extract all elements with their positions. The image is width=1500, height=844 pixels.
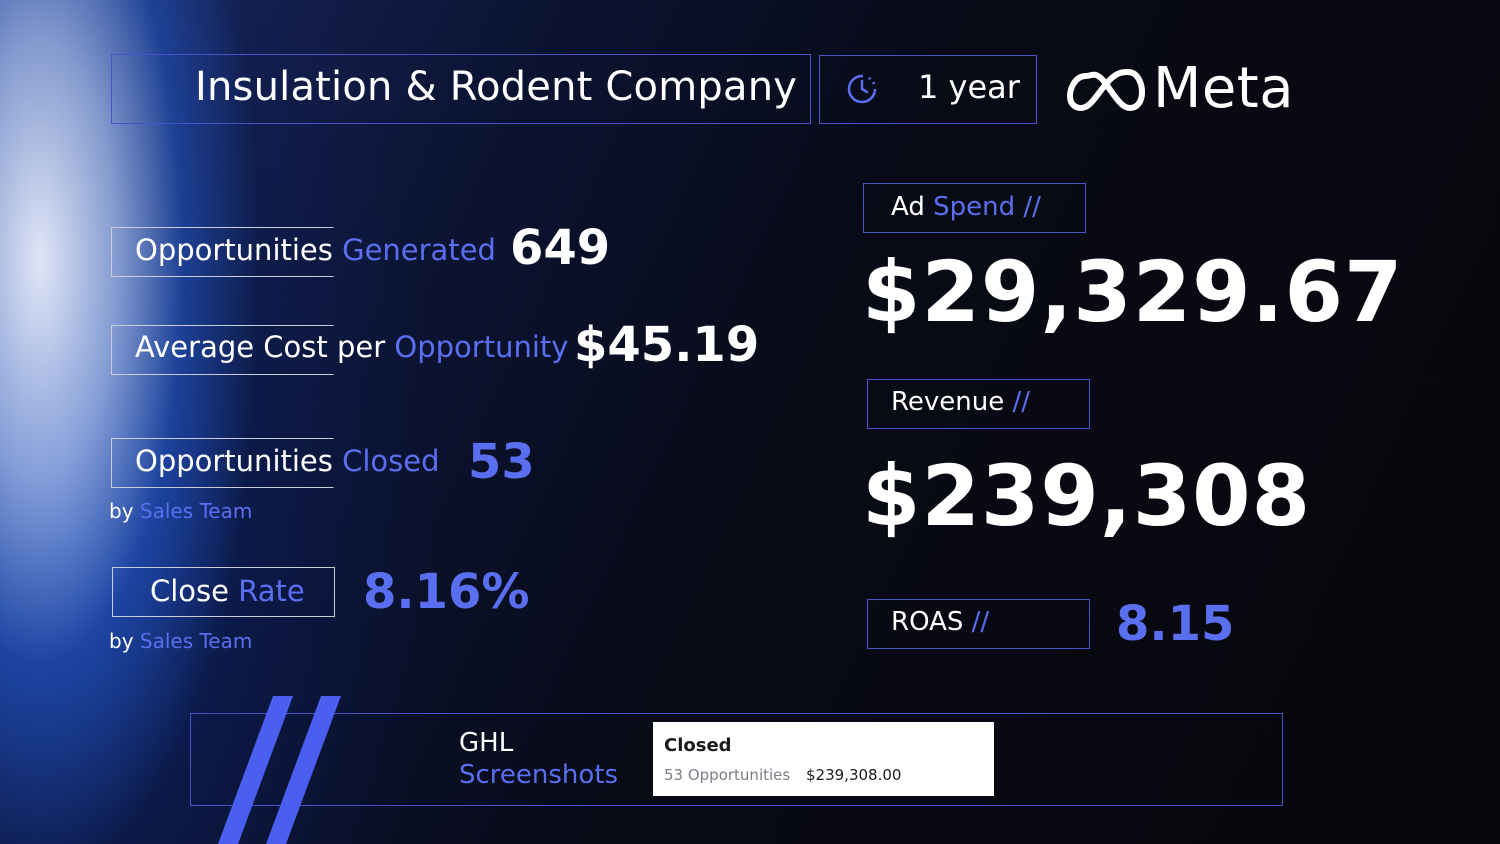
revenue-slash: // (1012, 387, 1031, 417)
avg-cost-value: $45.19 (574, 317, 760, 373)
opps-closed-value: 53 (468, 434, 535, 490)
revenue-value: $239,308 (862, 447, 1312, 545)
opps-generated-label-b: Generated (342, 233, 496, 267)
opps-generated-label-a: Opportunities (135, 233, 333, 267)
screenshots-label: Screenshots (459, 760, 619, 790)
ghl-label: GHL (459, 728, 514, 758)
close-rate-label-b: Rate (238, 574, 305, 608)
meta-infinity-logo (1067, 69, 1145, 111)
ad-spend-value: $29,329.67 (862, 243, 1404, 341)
roas-label: ROAS // (891, 607, 989, 637)
avg-cost-label-a: Average Cost (135, 330, 328, 364)
close-rate-note-a: by (109, 629, 134, 653)
opps-closed-label-a: Opportunities (135, 444, 333, 478)
ad-spend-label: Ad Spend // (891, 192, 1041, 222)
ghl-screenshots-box (190, 713, 1283, 806)
opps-closed-label-b: Closed (342, 444, 440, 478)
clock-icon (847, 74, 877, 104)
company-title: Insulation & Rodent Company (195, 64, 798, 110)
avg-cost-label: Average Cost per Opportunity (135, 330, 568, 364)
ad-spend-slash: // (1023, 192, 1041, 222)
ghl-card-title: Closed (664, 735, 732, 756)
ad-spend-label-box (863, 183, 1086, 233)
roas-label-box (867, 599, 1090, 649)
ghl-card-count: 53 Opportunities (664, 766, 791, 784)
opps-closed-note-b: Sales Team (139, 499, 253, 523)
double-slash-decoration (218, 696, 341, 844)
close-rate-note: by Sales Team (109, 629, 252, 653)
revenue-label: Revenue // (891, 387, 1030, 417)
period-box (819, 55, 1037, 124)
opps-closed-note: by Sales Team (109, 499, 252, 523)
avg-cost-label-c: Opportunity (394, 330, 569, 364)
close-rate-label: Close Rate (150, 574, 305, 608)
roas-slash: // (971, 607, 990, 637)
roas-value: 8.15 (1116, 596, 1235, 652)
opps-generated-value: 649 (510, 220, 611, 276)
company-title-box (111, 54, 811, 124)
opps-generated-label: Opportunities Generated (135, 233, 496, 267)
revenue-label-text: Revenue (891, 387, 1005, 417)
ad-spend-label-b: Spend (933, 192, 1016, 222)
close-rate-note-b: Sales Team (139, 629, 253, 653)
avg-cost-label-box (111, 325, 334, 375)
meta-wordmark: Meta (1153, 56, 1295, 121)
opps-closed-label: Opportunities Closed (135, 444, 440, 478)
opps-closed-note-a: by (109, 499, 134, 523)
opps-generated-label-box (111, 227, 334, 277)
avg-cost-label-b: per (337, 330, 386, 364)
period-label: 1 year (918, 68, 1020, 106)
close-rate-label-box (112, 567, 335, 617)
ghl-card-amount: $239,308.00 (806, 766, 902, 784)
opps-closed-label-box (111, 438, 334, 488)
close-rate-label-a: Close (150, 574, 229, 608)
revenue-label-box (867, 379, 1090, 429)
close-rate-value: 8.16% (363, 564, 530, 620)
ad-spend-label-a: Ad (891, 192, 925, 222)
ghl-closed-card (653, 722, 994, 796)
roas-label-text: ROAS (891, 607, 964, 637)
